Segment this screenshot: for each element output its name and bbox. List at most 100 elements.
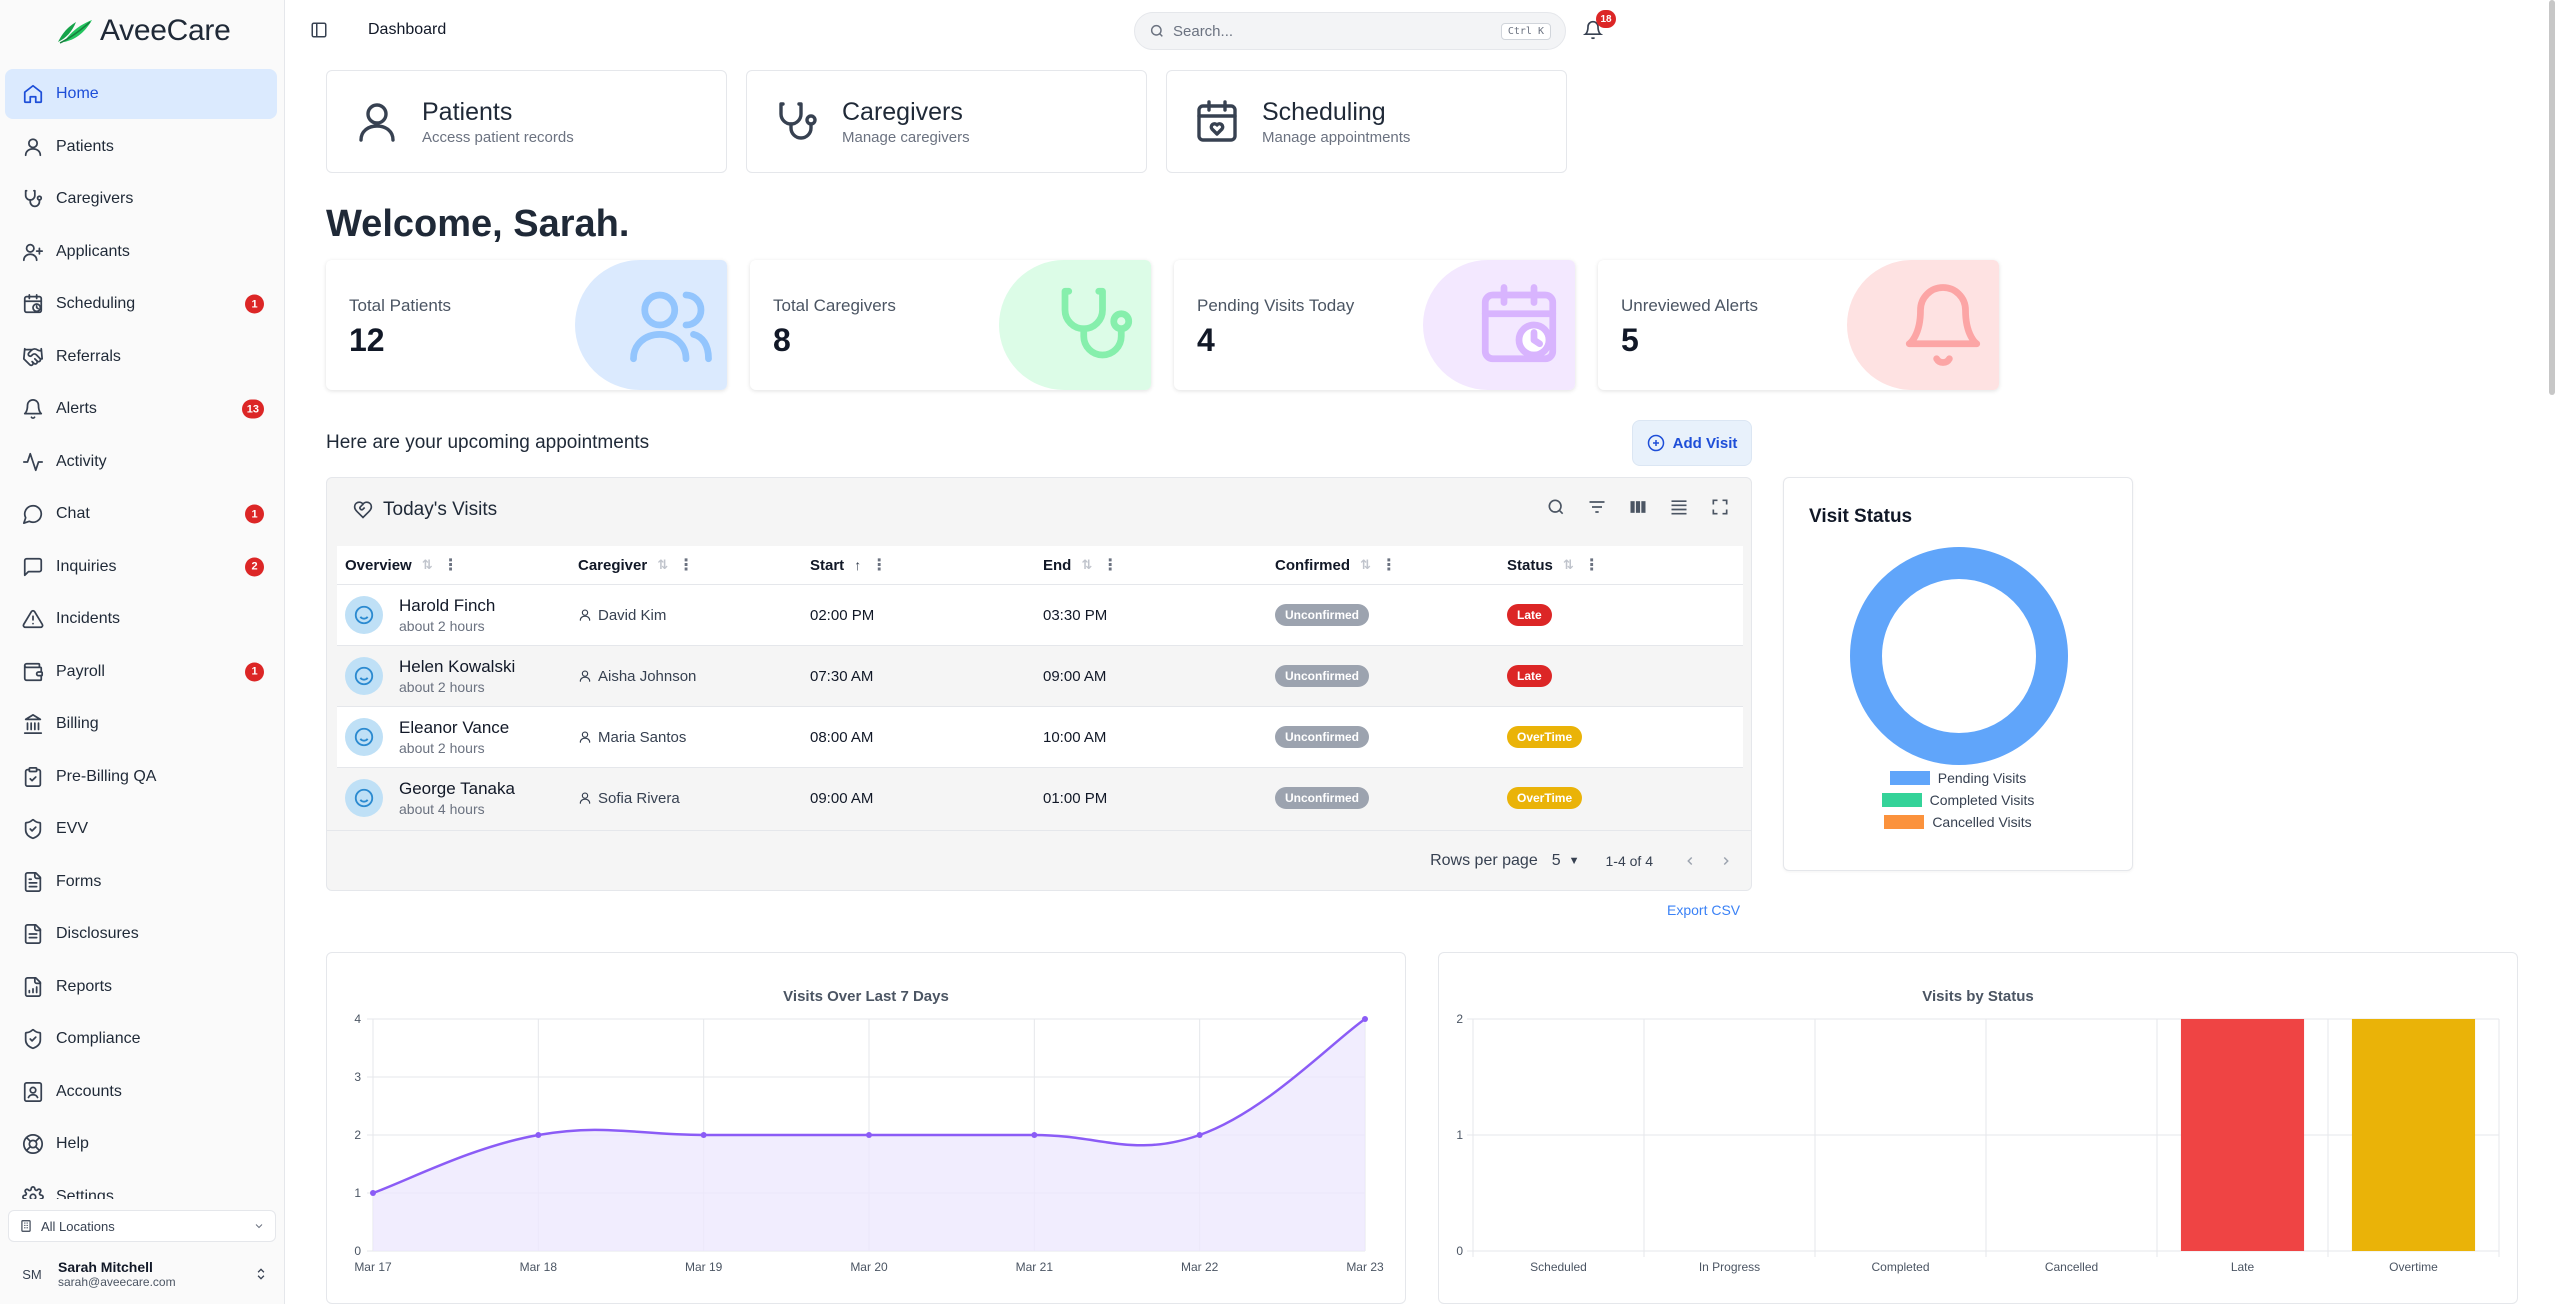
sidebar-item-caregivers[interactable]: Caregivers bbox=[5, 174, 277, 224]
sidebar-item-payroll[interactable]: Payroll 1 bbox=[5, 647, 277, 697]
app-logo[interactable]: AveeCare bbox=[56, 14, 231, 48]
sidebar-item-accounts[interactable]: Accounts bbox=[5, 1067, 277, 1117]
notifications-bell-icon[interactable] bbox=[1583, 20, 1605, 42]
sidebar-item-evv[interactable]: EVV bbox=[5, 804, 277, 854]
sidebar-item-help[interactable]: Help bbox=[5, 1119, 277, 1169]
sidebar-item-incidents[interactable]: Incidents bbox=[5, 594, 277, 644]
sidebar-item-forms[interactable]: Forms bbox=[5, 857, 277, 907]
column-header-confirmed[interactable]: Confirmed ⇅ ⋮ bbox=[1267, 546, 1499, 584]
pagination-range: 1-4 of 4 bbox=[1605, 852, 1653, 869]
column-header-overview[interactable]: Overview ⇅ ⋮ bbox=[337, 546, 570, 584]
welcome-heading: Welcome, Sarah. bbox=[326, 203, 630, 245]
sidebar-item-reports[interactable]: Reports bbox=[5, 962, 277, 1012]
patient-name[interactable]: Harold Finch bbox=[399, 596, 496, 615]
sidebar-item-referrals[interactable]: Referrals bbox=[5, 332, 277, 382]
sidebar-item-settings[interactable]: Settings bbox=[5, 1172, 277, 1199]
data-point[interactable] bbox=[535, 1132, 542, 1138]
quick-link-scheduling[interactable]: Scheduling Manage appointments bbox=[1166, 70, 1567, 173]
column-header-start[interactable]: Start ↑ ⋮ bbox=[802, 546, 1035, 584]
columns-icon[interactable] bbox=[1628, 497, 1649, 518]
person-icon bbox=[22, 136, 44, 158]
stat-card-unreviewed-alerts[interactable]: Unreviewed Alerts 5 bbox=[1598, 260, 1999, 390]
sidebar-item-compliance[interactable]: Compliance bbox=[5, 1014, 277, 1064]
sort-icon[interactable]: ⇅ bbox=[1081, 557, 1093, 572]
patient-name[interactable]: Helen Kowalski bbox=[399, 657, 516, 676]
column-menu-icon[interactable]: ⋮ bbox=[678, 557, 695, 574]
sidebar-item-label: Activity bbox=[56, 452, 107, 470]
sidebar-item-applicants[interactable]: Applicants bbox=[5, 227, 277, 277]
table-row[interactable]: Harold Finch about 2 hours David Kim 02:00 … bbox=[337, 584, 1743, 645]
column-header-caregiver[interactable]: Caregiver ⇅ ⋮ bbox=[570, 546, 802, 584]
sidebar-item-activity[interactable]: Activity bbox=[5, 437, 277, 487]
sort-icon[interactable]: ⇅ bbox=[1562, 557, 1574, 572]
home-icon bbox=[22, 83, 44, 105]
sidebar-item-pre-billing-qa[interactable]: Pre-Billing QA bbox=[5, 752, 277, 802]
patient-name[interactable]: Eleanor Vance bbox=[399, 718, 510, 737]
sidebar-item-inquiries[interactable]: Inquiries 2 bbox=[5, 542, 277, 592]
column-header-end[interactable]: End ⇅ ⋮ bbox=[1035, 546, 1267, 584]
prev-page-icon[interactable] bbox=[1683, 854, 1697, 868]
column-menu-icon[interactable]: ⋮ bbox=[1583, 557, 1600, 574]
data-point[interactable] bbox=[866, 1132, 872, 1138]
add-visit-button[interactable]: Add Visit bbox=[1632, 420, 1752, 466]
patient-name[interactable]: George Tanaka bbox=[399, 779, 515, 798]
bank-icon bbox=[22, 713, 44, 735]
sidebar-item-scheduling[interactable]: Scheduling 1 bbox=[5, 279, 277, 329]
table-row[interactable]: Helen Kowalski about 2 hours Aisha Johnson… bbox=[337, 645, 1743, 706]
table-row[interactable]: George Tanaka about 4 hours Sofia Rivera 09… bbox=[337, 767, 1743, 828]
fullscreen-icon[interactable] bbox=[1710, 497, 1731, 518]
legend-item-cancelled-visits[interactable]: Cancelled Visits bbox=[1884, 814, 2032, 830]
user-menu[interactable]: SM Sarah Mitchell sarah@aveecare.com bbox=[8, 1250, 276, 1298]
sidebar-item-patients[interactable]: Patients bbox=[5, 122, 277, 172]
legend-item-pending-visits[interactable]: Pending Visits bbox=[1889, 770, 2026, 786]
donut-slice-pending-visits[interactable] bbox=[1850, 547, 2068, 765]
sidebar-item-home[interactable]: Home bbox=[5, 69, 277, 119]
sort-icon[interactable]: ⇅ bbox=[1360, 557, 1371, 572]
sort-asc-icon[interactable]: ↑ bbox=[854, 557, 862, 573]
filter-icon[interactable] bbox=[1587, 497, 1608, 518]
quick-link-caregivers[interactable]: Caregivers Manage caregivers bbox=[746, 70, 1147, 173]
column-menu-icon[interactable]: ⋮ bbox=[442, 557, 459, 574]
search-icon[interactable] bbox=[1546, 497, 1567, 518]
table-row[interactable]: Eleanor Vance about 2 hours Maria Santos 08… bbox=[337, 706, 1743, 767]
stat-card-total-patients[interactable]: Total Patients 12 bbox=[326, 260, 727, 390]
sidebar-toggle-icon[interactable] bbox=[310, 21, 328, 39]
export-csv-link[interactable]: Export CSV bbox=[1667, 902, 1741, 918]
legend-item-completed-visits[interactable]: Completed Visits bbox=[1881, 792, 2034, 808]
data-point[interactable] bbox=[1031, 1132, 1038, 1138]
bar-late[interactable] bbox=[2180, 1019, 2305, 1251]
sidebar-item-label: Referrals bbox=[56, 347, 121, 365]
x-tick-label: Completed bbox=[1871, 1260, 1929, 1274]
data-point[interactable] bbox=[1196, 1132, 1203, 1138]
caret-down-icon[interactable]: ▼ bbox=[1568, 854, 1580, 867]
column-menu-icon[interactable]: ⋮ bbox=[1102, 557, 1119, 574]
sidebar-item-billing[interactable]: Billing bbox=[5, 699, 277, 749]
x-tick-label: Mar 22 bbox=[1181, 1260, 1219, 1274]
column-menu-icon[interactable]: ⋮ bbox=[871, 557, 888, 574]
search-input[interactable]: Search... Ctrl K bbox=[1134, 12, 1566, 50]
stat-card-total-caregivers[interactable]: Total Caregivers 8 bbox=[750, 260, 1151, 390]
quick-link-patients[interactable]: Patients Access patient records bbox=[326, 70, 727, 173]
sidebar-item-alerts[interactable]: Alerts 13 bbox=[5, 384, 277, 434]
page-scrollbar[interactable] bbox=[2549, 0, 2555, 395]
next-page-icon[interactable] bbox=[1719, 854, 1733, 868]
sort-icon[interactable]: ⇅ bbox=[421, 557, 433, 572]
density-icon[interactable] bbox=[1669, 497, 1690, 518]
column-menu-icon[interactable]: ⋮ bbox=[1380, 557, 1397, 574]
x-tick-label: Mar 17 bbox=[354, 1260, 392, 1274]
rows-per-page-select[interactable]: 5 bbox=[1551, 851, 1561, 869]
stat-label: Total Patients bbox=[349, 296, 452, 315]
sidebar-item-chat[interactable]: Chat 1 bbox=[5, 489, 277, 539]
data-point[interactable] bbox=[370, 1190, 376, 1196]
confirmed-badge: Unconfirmed bbox=[1275, 604, 1370, 626]
location-select[interactable]: All Locations bbox=[8, 1210, 276, 1242]
sort-icon[interactable]: ⇅ bbox=[657, 557, 669, 572]
column-header-status[interactable]: Status ⇅ ⋮ bbox=[1499, 546, 1743, 584]
location-value: All Locations bbox=[41, 1218, 115, 1234]
data-point[interactable] bbox=[1362, 1016, 1368, 1022]
bar-overtime[interactable] bbox=[2351, 1019, 2476, 1251]
stat-card-pending-visits-today[interactable]: Pending Visits Today 4 bbox=[1174, 260, 1575, 390]
sidebar-item-disclosures[interactable]: Disclosures bbox=[5, 909, 277, 959]
visits-by-status-card: Visits by Status 0 1 2 Scheduled In Progress… bbox=[1438, 952, 2518, 1304]
data-point[interactable] bbox=[700, 1132, 707, 1138]
